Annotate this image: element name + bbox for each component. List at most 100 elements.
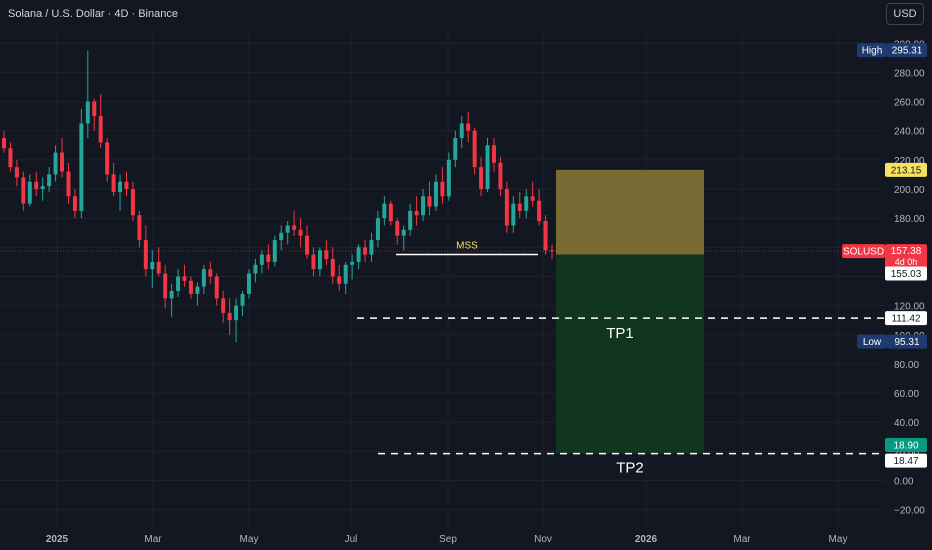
x-axis-tick-label: May bbox=[829, 534, 848, 545]
chart-title: Solana / U.S. Dollar · 4D · Binance bbox=[8, 8, 178, 20]
high-value-tag bbox=[887, 43, 927, 58]
x-axis-tick-label: 2025 bbox=[46, 534, 69, 545]
candle-body bbox=[234, 305, 239, 321]
candle-body bbox=[363, 247, 368, 255]
candle-body bbox=[530, 196, 535, 201]
candle-body bbox=[524, 196, 529, 211]
candle-body bbox=[85, 101, 90, 124]
candle-body bbox=[195, 286, 200, 294]
candle-body bbox=[240, 293, 245, 306]
candle-body bbox=[137, 215, 142, 241]
currency-button[interactable]: USD bbox=[886, 3, 924, 25]
y-axis-tick-label: 260.00 bbox=[894, 98, 925, 109]
candle-body bbox=[124, 181, 129, 190]
x-axis-tick-label: Mar bbox=[733, 534, 751, 545]
candle-body bbox=[305, 235, 310, 255]
target-price-tag bbox=[885, 437, 927, 452]
y-axis-tick-label: 20.00 bbox=[894, 447, 919, 458]
candle-body bbox=[466, 123, 471, 131]
candle-body bbox=[66, 171, 71, 197]
candle-body bbox=[169, 291, 174, 299]
candle-body bbox=[27, 181, 32, 204]
tp1-price-tag bbox=[885, 311, 927, 326]
candle-body bbox=[298, 229, 303, 236]
candle-body bbox=[34, 181, 39, 190]
candle-body bbox=[47, 174, 52, 187]
candle-body bbox=[246, 273, 251, 294]
candle-body bbox=[292, 225, 297, 230]
y-axis-tick-label: 280.00 bbox=[894, 68, 925, 79]
candle-body bbox=[156, 261, 161, 274]
y-axis-tick-label: 80.00 bbox=[894, 360, 919, 371]
candle-body bbox=[311, 254, 316, 270]
low-tag bbox=[857, 334, 887, 349]
symbol-tag-text: SOLUSD bbox=[843, 247, 884, 258]
candle-body bbox=[98, 116, 103, 143]
candle-body bbox=[472, 130, 477, 168]
candle-body bbox=[485, 145, 490, 190]
x-axis-tick-label: Jul bbox=[345, 534, 358, 545]
candle-body bbox=[337, 276, 342, 284]
y-axis-tick-label: −20.00 bbox=[894, 506, 925, 517]
candle-body bbox=[446, 159, 451, 197]
stop-loss-zone[interactable] bbox=[556, 169, 704, 255]
candle-body bbox=[176, 276, 181, 292]
x-axis-tick-label: May bbox=[240, 534, 259, 545]
x-axis-tick-label: Sep bbox=[439, 534, 457, 545]
tp2-price-tag bbox=[885, 453, 927, 468]
x-axis-tick-label: Nov bbox=[534, 534, 552, 545]
candle-body bbox=[60, 152, 65, 172]
candle-body bbox=[427, 196, 432, 207]
candle-body bbox=[188, 280, 193, 294]
candle-body bbox=[375, 218, 380, 241]
take-profit-zone[interactable] bbox=[556, 254, 704, 454]
candle-body bbox=[2, 138, 6, 149]
candle-body bbox=[279, 232, 284, 241]
y-axis-tick-label: 220.00 bbox=[894, 156, 925, 167]
high-tag-text: High bbox=[862, 46, 883, 57]
x-axis-tick-label: Mar bbox=[144, 534, 162, 545]
candle-body bbox=[285, 225, 290, 233]
y-axis-tick-label: 40.00 bbox=[894, 418, 919, 429]
tp2-price-tag-text: 18.47 bbox=[893, 456, 918, 467]
candle-body bbox=[453, 138, 458, 160]
tp2-label: TP2 bbox=[616, 460, 644, 477]
candle-body bbox=[227, 312, 232, 321]
candle-body bbox=[14, 167, 19, 178]
x-axis-tick-label: 2026 bbox=[635, 534, 658, 545]
candle-body bbox=[498, 162, 503, 190]
candle-body bbox=[491, 145, 496, 163]
candle-body bbox=[511, 203, 516, 226]
low-tag-text: Low bbox=[863, 337, 882, 348]
candle-body bbox=[79, 123, 84, 211]
candle-body bbox=[221, 298, 226, 313]
stop-price-tag bbox=[885, 162, 927, 177]
y-axis-tick-label: 180.00 bbox=[894, 214, 925, 225]
mss-label: MSS bbox=[456, 241, 478, 252]
target-price-tag-text: 18.90 bbox=[893, 440, 918, 451]
candle-body bbox=[21, 177, 26, 204]
candle-body bbox=[8, 148, 13, 168]
candle-body bbox=[253, 264, 258, 274]
candle-body bbox=[517, 203, 522, 211]
low-value-tag bbox=[887, 334, 927, 349]
high-tag bbox=[857, 43, 887, 58]
candle-body bbox=[92, 101, 97, 117]
candle-body bbox=[408, 210, 413, 230]
high-value-tag-text: 295.31 bbox=[892, 46, 923, 57]
candle-body bbox=[53, 152, 58, 175]
candle-body bbox=[401, 229, 406, 236]
candle-body bbox=[259, 254, 264, 265]
tp1-label: TP1 bbox=[606, 325, 634, 342]
symbol-tag bbox=[842, 244, 885, 259]
candle-body bbox=[317, 250, 322, 270]
candle-body bbox=[330, 258, 335, 277]
candle-body bbox=[266, 254, 271, 262]
candle-body bbox=[395, 221, 400, 236]
candle-body bbox=[143, 240, 148, 270]
candle-body bbox=[550, 250, 554, 252]
current-price-tag bbox=[885, 244, 927, 271]
stop-price-tag-text: 213.15 bbox=[891, 165, 922, 176]
candle-body bbox=[543, 221, 548, 251]
